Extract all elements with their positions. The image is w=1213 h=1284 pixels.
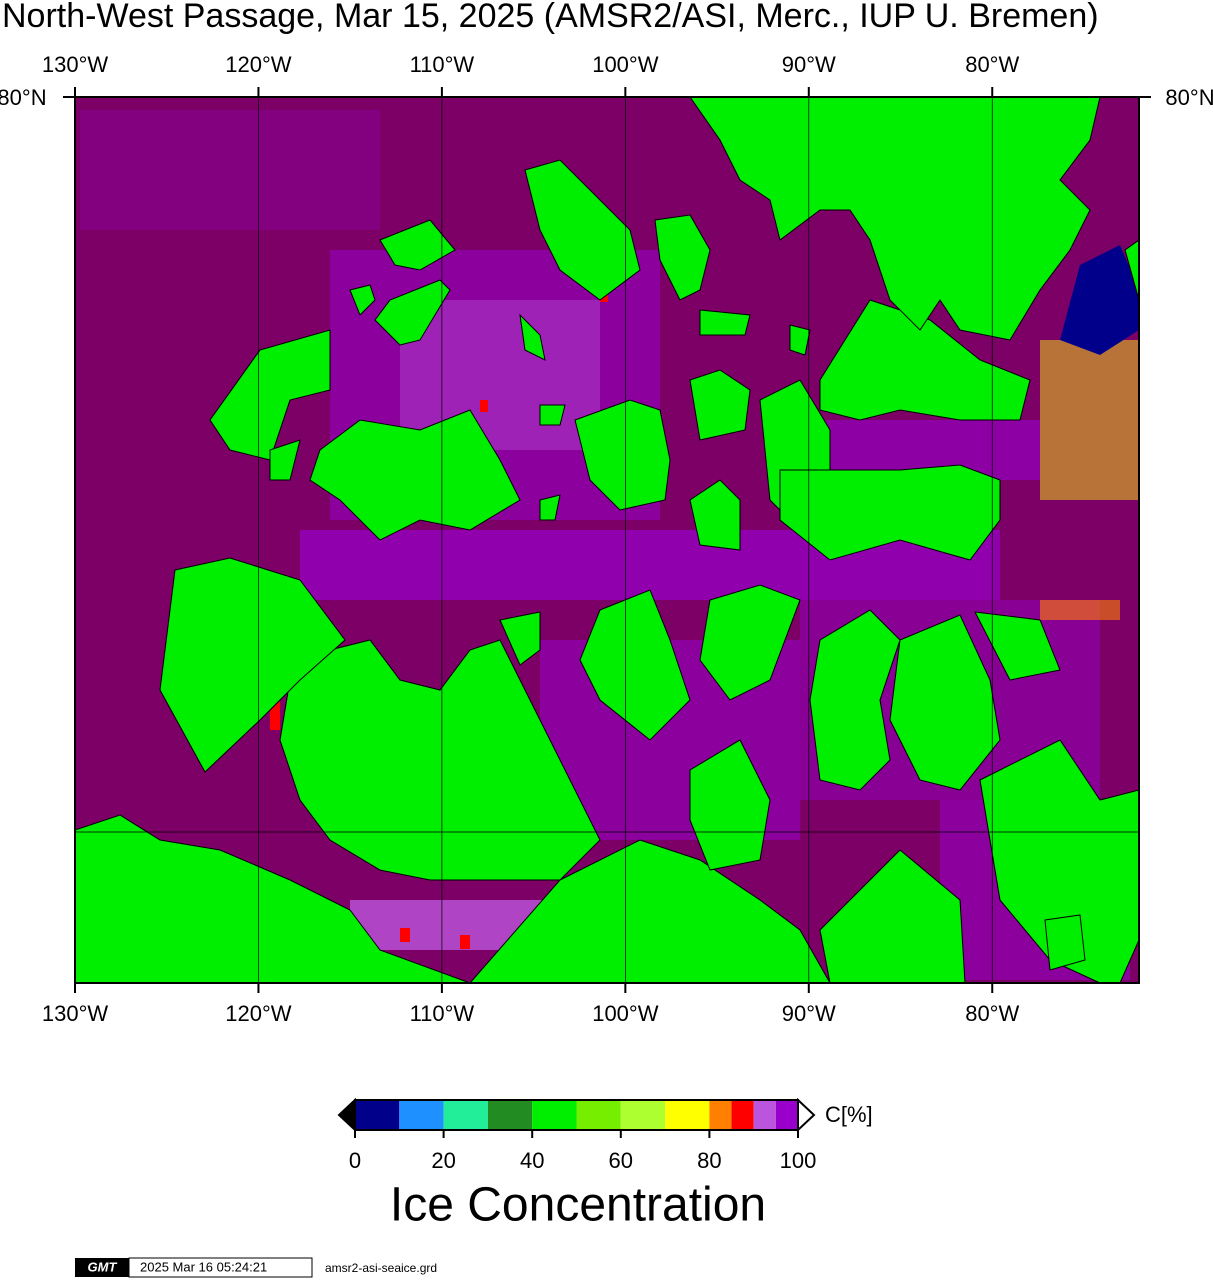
- timestamp: 2025 Mar 16 05:24:21: [140, 1259, 267, 1274]
- colorbar-bin: [775, 1100, 798, 1130]
- x-tick-label-bottom: 90°W: [782, 1001, 836, 1026]
- colorbar-tick-label: 100: [780, 1148, 817, 1173]
- x-tick-label-bottom: 110°W: [410, 1001, 475, 1026]
- timestamp-box: [128, 1257, 313, 1278]
- colorbar-under: [337, 1097, 356, 1133]
- x-tick-label-top: 80°W: [965, 52, 1019, 77]
- colorbar-bin: [709, 1100, 732, 1130]
- map-area: [75, 97, 1139, 983]
- x-tick-label-bottom: 130°W: [42, 1001, 109, 1026]
- colorbar-frame: [354, 1099, 799, 1131]
- colorbar-unit: C[%]: [825, 1102, 873, 1127]
- colorbar-tick-label: 60: [609, 1148, 633, 1173]
- gmt-logo-text: GMT: [88, 1259, 118, 1274]
- colorbar-tick-label: 40: [520, 1148, 544, 1173]
- colorbar-bin: [576, 1100, 621, 1130]
- colorbar-bin: [665, 1100, 710, 1130]
- colorbar-caption: Ice Concentration: [390, 1179, 766, 1232]
- colorbar-bin: [753, 1100, 776, 1130]
- x-tick-label-bottom: 80°W: [965, 1001, 1019, 1026]
- colorbar-bin: [532, 1100, 577, 1130]
- x-tick-label-bottom: 100°W: [592, 1001, 659, 1026]
- colorbar-bin: [487, 1100, 533, 1130]
- colorbar-tick-label: 0: [349, 1148, 361, 1173]
- map-frame: [74, 96, 1140, 984]
- colorbar-tick-label: 20: [431, 1148, 455, 1173]
- x-tick-label-top: 100°W: [592, 52, 659, 77]
- x-tick-label-top: 120°W: [225, 52, 292, 77]
- lat-label-right: 80°N: [1165, 85, 1213, 110]
- x-tick-label-top: 90°W: [782, 52, 836, 77]
- colorbar-bin: [399, 1100, 444, 1130]
- gmt-logo: [75, 1258, 129, 1277]
- colorbar-bin: [731, 1100, 754, 1130]
- x-tick-label-top: 110°W: [410, 52, 475, 77]
- colorbar-bin: [355, 1100, 400, 1130]
- colorbar-bin: [620, 1100, 666, 1130]
- colorbar-bin: [443, 1100, 488, 1130]
- x-tick-label-bottom: 120°W: [225, 1001, 292, 1026]
- filename: amsr2-asi-seaice.grd: [325, 1261, 437, 1275]
- map-title: North-West Passage, Mar 15, 2025 (AMSR2/…: [2, 0, 1099, 35]
- colorbar-over: [797, 1097, 816, 1133]
- colorbar-tick-label: 80: [697, 1148, 721, 1173]
- x-tick-label-top: 130°W: [42, 52, 109, 77]
- lat-label-left: 80°N: [0, 85, 47, 110]
